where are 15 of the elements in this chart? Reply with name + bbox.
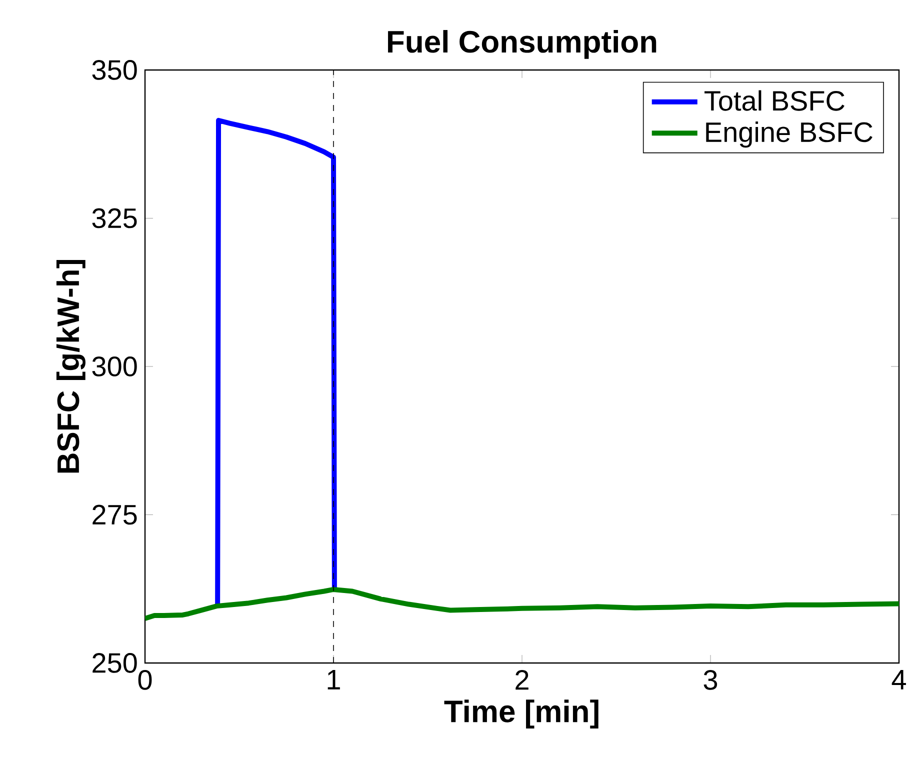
y-tick-label: 325 (92, 208, 137, 228)
x-tick-label: 1 (328, 670, 340, 690)
y-tick-label: 275 (92, 504, 137, 525)
legend-label: Engine BSFC (706, 122, 872, 148)
y-tick-label: 250 (92, 653, 137, 673)
legend-label: Total BSFC (704, 90, 844, 111)
y-tick-label: 350 (92, 60, 137, 80)
x-tick-label: 4 (892, 670, 906, 690)
x-tick-label: 0 (138, 670, 152, 690)
chart-title: Fuel Consumption (388, 30, 656, 59)
x-tick-label: 2 (516, 670, 528, 690)
x-axis-title: Time [min] (444, 700, 598, 728)
y-axis-title: BSFC [g/kW-h] (56, 260, 86, 473)
x-tick-label: 3 (704, 670, 718, 690)
y-tick-label: 300 (92, 356, 137, 376)
